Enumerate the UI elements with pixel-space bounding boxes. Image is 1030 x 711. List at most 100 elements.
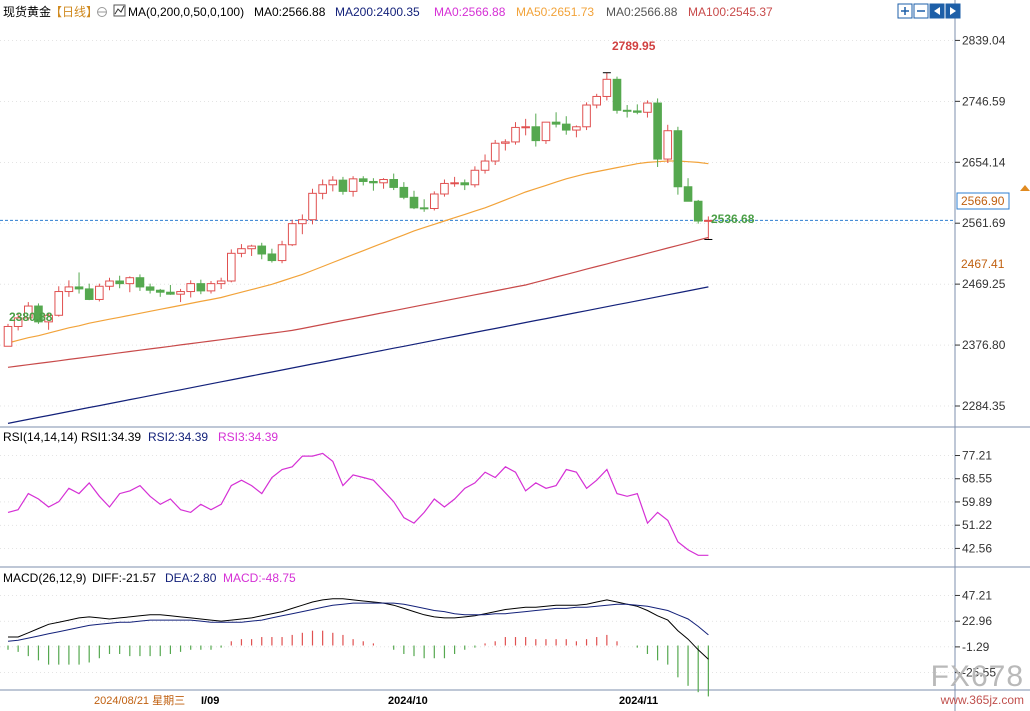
candle-up	[24, 302, 33, 321]
price-tick-label: 2654.14	[962, 155, 1006, 169]
candle-down	[115, 275, 124, 289]
x-label-oct: 2024/10	[388, 695, 428, 707]
candle-up	[430, 191, 439, 211]
first-low-annotation: 2380.88	[9, 310, 53, 324]
settings-icon[interactable]	[97, 7, 107, 17]
watermark: FX678 www.365jz.com	[931, 661, 1024, 708]
candle-up	[308, 188, 317, 225]
x-label-date: 2024/08/21 星期三	[94, 694, 185, 707]
ma100-line	[7, 236, 709, 368]
candle-down	[257, 242, 267, 260]
candle-body	[277, 244, 287, 262]
candle-body	[267, 253, 277, 262]
period-label[interactable]: 【日线】	[50, 5, 98, 19]
candle-body	[480, 160, 490, 171]
last-price-tag: 2566.90	[956, 185, 1030, 210]
diff-value: DIFF:-21.57	[92, 571, 156, 585]
candle-up	[186, 280, 195, 298]
candle-up	[704, 216, 713, 240]
dea-value: DEA:2.80	[165, 571, 217, 585]
candle-body	[430, 193, 439, 209]
candle-body	[683, 186, 693, 202]
candle-body	[34, 305, 43, 323]
candle-up	[277, 240, 287, 264]
candle-up	[572, 125, 581, 138]
price-tick-label: 2469.25	[962, 277, 1006, 291]
ma-b-value: MA0:2566.88	[434, 5, 506, 19]
candle-up	[298, 214, 307, 235]
candle-body	[643, 102, 652, 113]
candle-body	[308, 192, 317, 221]
y-axis-labels: 2839.04 2746.59 2654.14 2561.69 2469.25 2376.…	[955, 33, 1006, 680]
candle-down	[84, 283, 94, 301]
grid-lines	[0, 40, 955, 407]
candle-body	[602, 78, 612, 97]
candle-body	[105, 280, 114, 287]
candle-down	[622, 105, 632, 118]
candle-up	[348, 176, 358, 197]
candle-body	[206, 283, 216, 292]
candle-body	[54, 291, 64, 316]
candle-up	[521, 118, 530, 136]
price-annotations: 2789.95 2536.68 2380.88	[9, 39, 755, 324]
candle-down	[369, 178, 378, 191]
plus-icon[interactable]	[897, 3, 913, 19]
candle-body	[612, 78, 622, 111]
candle-down	[389, 173, 398, 191]
candle-up	[227, 249, 236, 283]
minus-icon[interactable]	[913, 3, 929, 19]
candle-body	[84, 288, 94, 300]
candle-body	[663, 130, 673, 160]
candle-body	[348, 178, 358, 192]
moving-average-lines	[7, 160, 709, 424]
macd-value: MACD:-48.75	[223, 571, 296, 585]
candle-up	[206, 281, 216, 294]
scroll-right-icon[interactable]	[945, 3, 961, 19]
candle-body	[490, 142, 500, 162]
candle-up	[3, 323, 13, 347]
candle-down	[145, 283, 155, 294]
candle-body	[673, 130, 683, 188]
candle-up	[602, 72, 612, 101]
candle-up	[287, 219, 297, 247]
rsi1-value: RSI1:34.39	[81, 430, 141, 444]
price-tag-arrow-icon	[1020, 185, 1030, 191]
low-annotation: 2536.68	[711, 212, 755, 226]
candle-up	[216, 277, 226, 289]
chart-toolbar	[897, 3, 961, 19]
x-label-nov: 2024/11	[619, 695, 658, 707]
candle-body	[3, 325, 13, 347]
candle-body	[13, 317, 23, 327]
price-tick-label: 2839.04	[962, 33, 1006, 47]
last-price-label: 2566.90	[961, 194, 1005, 208]
candle-body	[470, 169, 480, 186]
rsi2-value: RSI2:34.39	[148, 430, 208, 444]
candle-down	[267, 248, 277, 263]
candle-body	[460, 182, 470, 186]
macd-tick-label: -25.55	[962, 666, 996, 680]
ma200-line	[7, 286, 709, 424]
candle-down	[551, 112, 561, 128]
rsi-tick-label: 59.89	[962, 495, 992, 509]
candle-body	[135, 277, 145, 288]
candle-up	[64, 280, 74, 297]
candle-body	[622, 109, 632, 112]
candle-down	[74, 272, 84, 294]
candle-up	[663, 124, 673, 164]
ma200-value: MA200:2400.35	[335, 5, 420, 19]
candle-body	[237, 248, 246, 254]
rsi-line	[7, 452, 709, 556]
candle-body	[227, 252, 236, 282]
candle-up	[643, 100, 652, 118]
candle-body	[379, 179, 388, 184]
ma200-axis-label: 2467.41	[961, 257, 1005, 271]
candle-up	[125, 276, 135, 293]
candle-body	[115, 280, 124, 285]
scroll-left-icon[interactable]	[929, 3, 945, 19]
indicator-icon[interactable]	[113, 4, 126, 17]
candle-body	[561, 123, 571, 131]
candle-up	[54, 286, 64, 317]
candle-up	[501, 139, 510, 151]
